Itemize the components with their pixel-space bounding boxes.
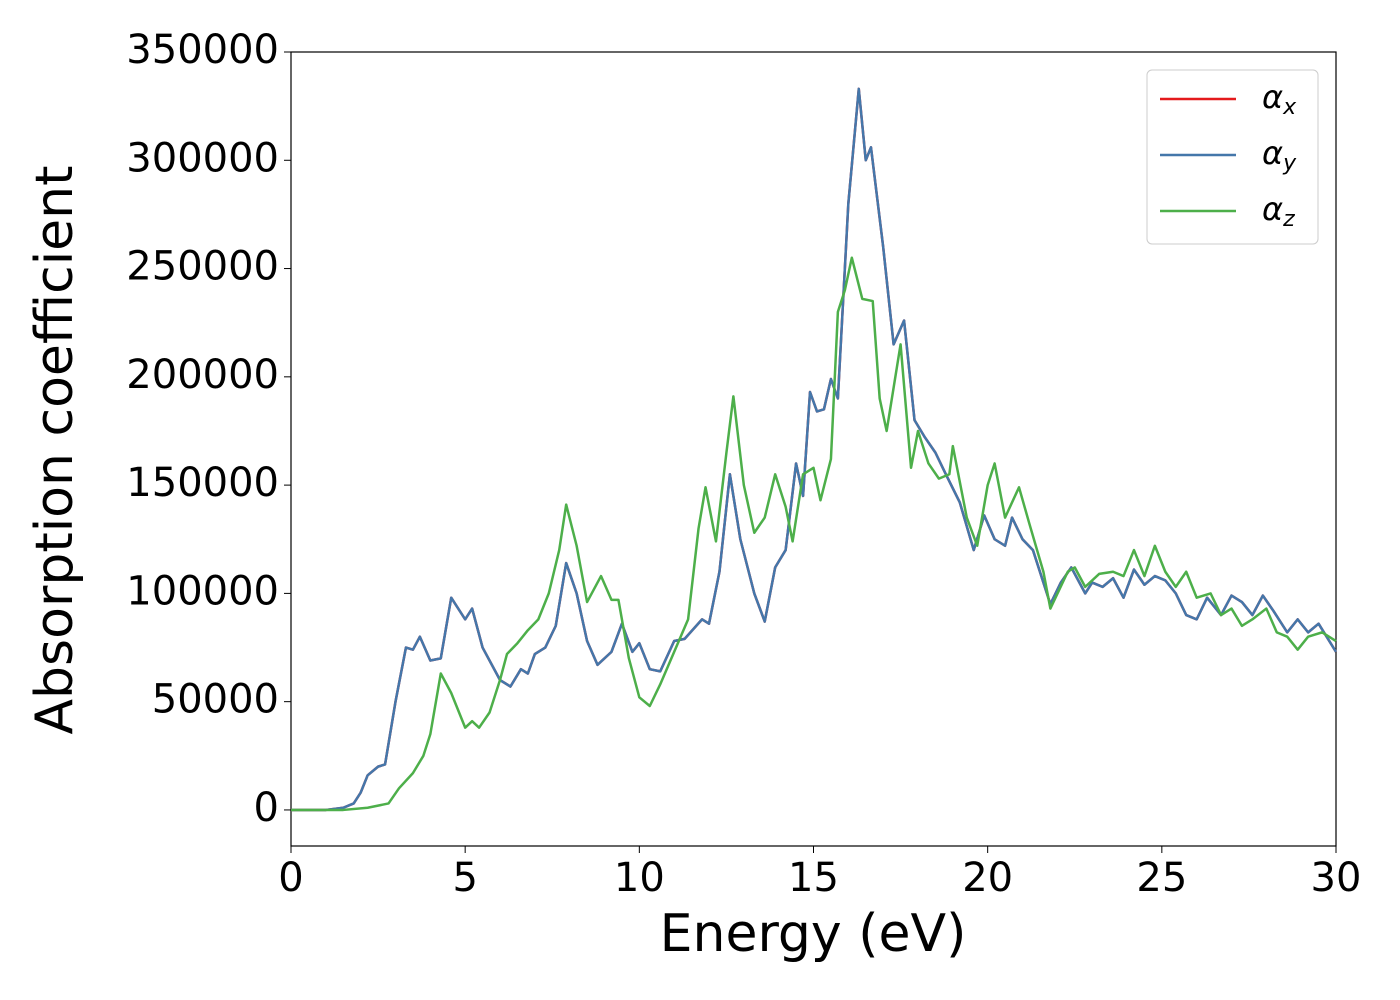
y-axis-label: Absorption coefficient xyxy=(25,165,85,734)
x-tick-label: 30 xyxy=(1311,855,1362,901)
y-tick-label: 150000 xyxy=(126,460,279,506)
legend-box xyxy=(1146,69,1319,245)
x-tick-label: 25 xyxy=(1136,855,1187,901)
series-line xyxy=(291,256,1337,812)
x-tick-label: 10 xyxy=(614,855,665,901)
y-tick-label: 200000 xyxy=(126,352,279,398)
x-axis-label: Energy (eV) xyxy=(660,904,967,964)
y-tick-label: 250000 xyxy=(126,244,279,290)
y-tick-label: 350000 xyxy=(126,27,279,73)
y-tick-label: 300000 xyxy=(126,135,279,181)
legend-label: αz xyxy=(1262,190,1295,232)
x-tick-label: 0 xyxy=(278,855,303,901)
series-line xyxy=(291,87,1338,812)
y-tick-label: 0 xyxy=(254,785,279,831)
y-tick-label: 50000 xyxy=(152,677,279,723)
x-tick-label: 20 xyxy=(962,855,1013,901)
x-tick-label: 15 xyxy=(788,855,839,901)
y-tick-label: 100000 xyxy=(126,568,279,614)
x-tick-label: 5 xyxy=(452,855,477,901)
